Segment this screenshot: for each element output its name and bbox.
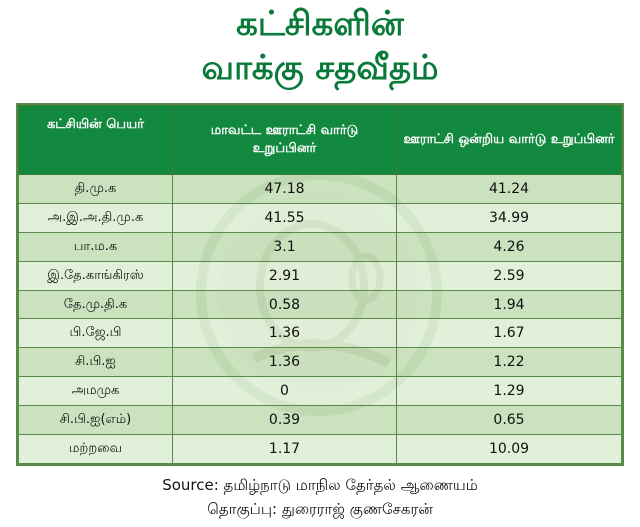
union-percent-cell: 1.22 bbox=[396, 347, 622, 378]
header-union-ward-member: ஊராட்சி ஒன்றிய வார்டு உறுப்பினர் bbox=[396, 105, 622, 175]
party-name-cell: பி.ஜே.பி bbox=[18, 318, 173, 349]
district-percent-cell: 3.1 bbox=[172, 231, 397, 262]
district-percent-cell: 2.91 bbox=[172, 260, 397, 291]
source-note: Source: தமிழ்நாடு மாநில தேர்தல் ஆணையம் bbox=[162, 476, 478, 494]
union-percent-cell: 4.26 bbox=[396, 231, 622, 262]
union-percent-cell: 1.94 bbox=[396, 289, 622, 320]
union-percent-cell: 1.67 bbox=[396, 318, 622, 349]
table-row: இ.தே.காங்கிரஸ் 2.91 2.59 bbox=[18, 260, 622, 291]
page-title-line1: கட்சிகளின் bbox=[236, 4, 404, 44]
table-row: பா.ம.க 3.1 4.26 bbox=[18, 231, 622, 262]
district-percent-cell: 1.17 bbox=[172, 434, 397, 464]
district-percent-cell: 41.55 bbox=[172, 202, 397, 233]
party-name-cell: அமமுக bbox=[18, 376, 173, 407]
table-row: சி.பி.ஐ 1.36 1.22 bbox=[18, 347, 622, 378]
district-percent-cell: 0.58 bbox=[172, 289, 397, 320]
party-name-cell: சி.பி.ஐ bbox=[18, 347, 173, 378]
table-row: அ.இ.அ.தி.மு.க 41.55 34.99 bbox=[18, 202, 622, 233]
party-name-cell: பா.ம.க bbox=[18, 231, 173, 262]
header-party-name: கட்சியின் பெயர் bbox=[18, 105, 173, 175]
party-name-cell: அ.இ.அ.தி.மு.க bbox=[18, 202, 173, 233]
page-title-line2: வாக்கு சதவீதம் bbox=[201, 48, 439, 88]
table-row: சி.பி.ஐ(எம்) 0.39 0.65 bbox=[18, 405, 622, 436]
district-percent-cell: 0.39 bbox=[172, 405, 397, 436]
district-percent-cell: 0 bbox=[172, 376, 397, 407]
table-row: தி.மு.க 47.18 41.24 bbox=[18, 174, 622, 204]
union-percent-cell: 1.29 bbox=[396, 376, 622, 407]
header-district-ward-member: மாவட்ட ஊராட்சி வார்டு உறுப்பினர் bbox=[172, 105, 397, 175]
table-row: பி.ஜே.பி 1.36 1.67 bbox=[18, 318, 622, 349]
union-percent-cell: 2.59 bbox=[396, 260, 622, 291]
union-percent-cell: 41.24 bbox=[396, 174, 622, 204]
district-percent-cell: 1.36 bbox=[172, 318, 397, 349]
union-percent-cell: 10.09 bbox=[396, 434, 622, 464]
party-name-cell: இ.தே.காங்கிரஸ் bbox=[18, 260, 173, 291]
vote-share-table-container: கட்சியின் பெயர் மாவட்ட ஊராட்சி வார்டு உற… bbox=[16, 103, 624, 466]
party-name-cell: மற்றவை bbox=[18, 434, 173, 464]
union-percent-cell: 34.99 bbox=[396, 202, 622, 233]
party-name-cell: தி.மு.க bbox=[18, 174, 173, 204]
table-row: மற்றவை 1.17 10.09 bbox=[18, 434, 622, 464]
union-percent-cell: 0.65 bbox=[396, 405, 622, 436]
district-percent-cell: 1.36 bbox=[172, 347, 397, 378]
table-row: தே.மு.தி.க 0.58 1.94 bbox=[18, 289, 622, 320]
district-percent-cell: 47.18 bbox=[172, 174, 397, 204]
party-name-cell: சி.பி.ஐ(எம்) bbox=[18, 405, 173, 436]
vote-share-table: கட்சியின் பெயர் மாவட்ட ஊராட்சி வார்டு உற… bbox=[18, 105, 622, 464]
compiled-by-note: தொகுப்பு: துரைராஜ் குணசேகரன் bbox=[207, 500, 433, 518]
party-name-cell: தே.மு.தி.க bbox=[18, 289, 173, 320]
table-row: அமமுக 0 1.29 bbox=[18, 376, 622, 407]
table-header-row: கட்சியின் பெயர் மாவட்ட ஊராட்சி வார்டு உற… bbox=[18, 105, 622, 175]
